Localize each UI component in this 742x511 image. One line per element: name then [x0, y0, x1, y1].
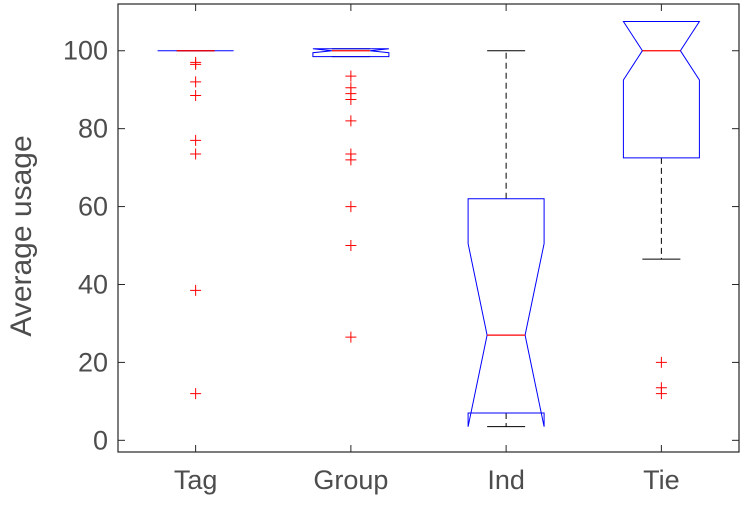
- box-tie: [622, 21, 701, 159]
- outlier-group: [345, 115, 357, 127]
- outlier-group: [345, 70, 357, 82]
- axes-frame: [117, 3, 740, 453]
- outlier-tie: [655, 356, 667, 368]
- y-tick-label: 20: [78, 347, 108, 377]
- outlier-group: [345, 93, 357, 105]
- y-tick-label: 60: [78, 192, 108, 222]
- x-tick-label-group: Group: [313, 465, 388, 495]
- outlier-group: [345, 240, 357, 252]
- outlier-tag: [190, 76, 202, 88]
- plot-area: 0 20 40 60 80 100 Tag Group Ind Tie: [63, 3, 740, 495]
- outlier-tag: [190, 284, 202, 296]
- y-tick-label: 0: [93, 425, 108, 455]
- outlier-tag: [190, 90, 202, 102]
- outlier-tag: [190, 58, 202, 70]
- x-tick-label-tag: Tag: [174, 465, 218, 495]
- box-group: [312, 48, 390, 58]
- x-tick-label-ind: Ind: [487, 465, 525, 495]
- x-tick-label-tie: Tie: [643, 465, 680, 495]
- outlier-tag: [190, 388, 202, 400]
- outlier-group: [345, 331, 357, 343]
- outlier-group: [345, 154, 357, 166]
- outlier-tag: [190, 148, 202, 160]
- outlier-tag: [190, 134, 202, 146]
- y-tick-label: 100: [63, 36, 108, 66]
- y-axis-label: Average usage: [5, 135, 38, 336]
- outlier-tie: [655, 388, 667, 400]
- y-tick-label: 80: [78, 114, 108, 144]
- outlier-group: [345, 201, 357, 213]
- y-tick-label: 40: [78, 269, 108, 299]
- box-ind: [467, 198, 545, 427]
